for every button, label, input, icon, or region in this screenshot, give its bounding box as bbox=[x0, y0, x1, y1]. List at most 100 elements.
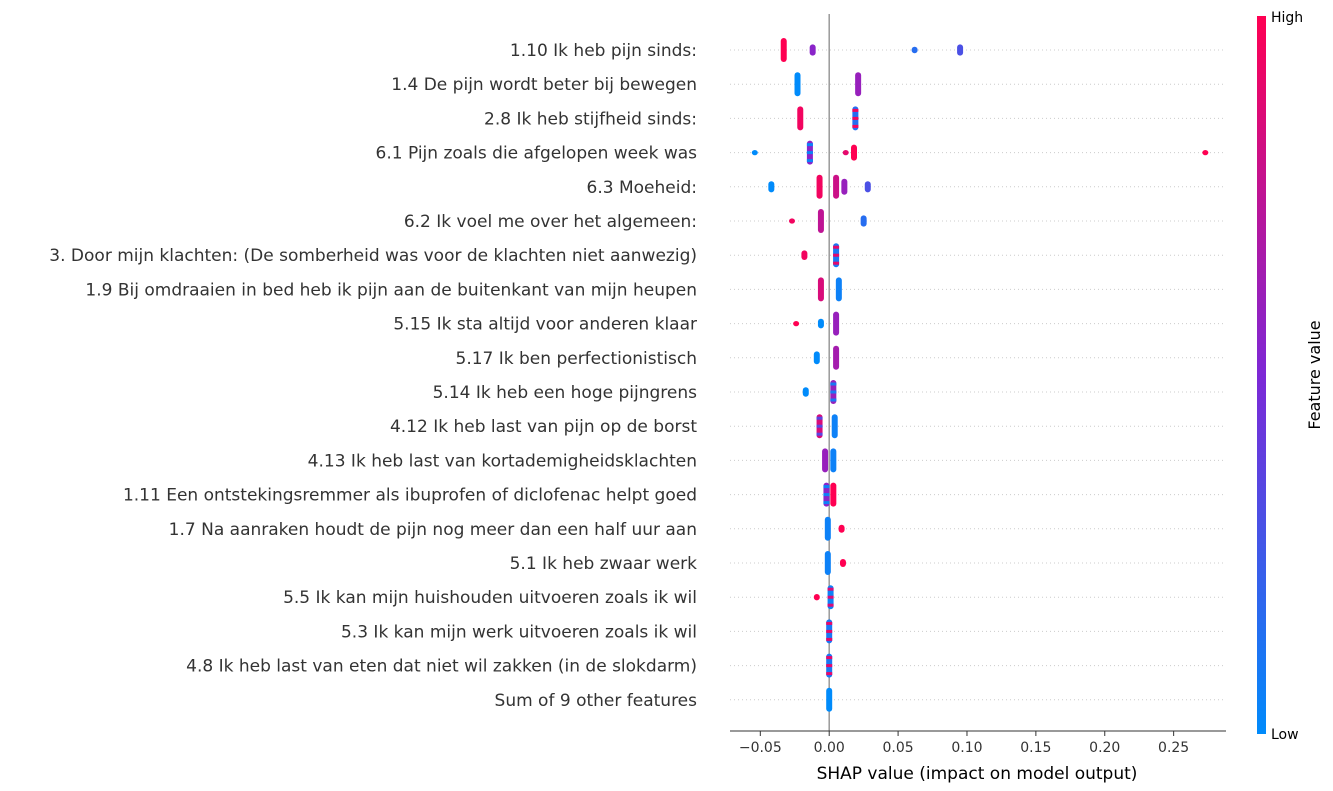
shap-dot bbox=[780, 38, 787, 62]
shap-dot bbox=[827, 603, 834, 607]
feature-label: 1.9 Bij omdraaien in bed heb ik pijn aan… bbox=[85, 280, 697, 300]
feature-label: 5.17 Ik ben perfectionistisch bbox=[456, 349, 698, 369]
shap-dot bbox=[768, 181, 775, 193]
shap-dot bbox=[833, 345, 840, 370]
feature-label: 5.5 Ik kan mijn huishouden uitvoeren zoa… bbox=[283, 588, 697, 608]
x-axis: −0.05 0.00 0.05 0.10 0.15 0.20 0.25 SHAP value… bbox=[730, 730, 1226, 784]
shap-dot bbox=[833, 261, 840, 265]
shap-dot bbox=[957, 44, 964, 56]
feature-label: 5.14 Ik heb een hoge pijngrens bbox=[433, 383, 698, 403]
feature-labels: 1.10 Ik heb pijn sinds: 1.4 De pijn wordt… bbox=[49, 41, 697, 711]
x-tick-label: 0.15 bbox=[1020, 740, 1051, 756]
x-tick-label: 0.10 bbox=[951, 740, 982, 756]
colorbar: High Low Feature value bbox=[1257, 10, 1324, 743]
feature-label: 1.11 Een ontstekingsremmer als ibuprofen… bbox=[123, 486, 697, 506]
shap-dot bbox=[801, 250, 808, 260]
x-tick-label: 0.20 bbox=[1089, 740, 1120, 756]
shap-dot bbox=[831, 414, 838, 439]
shap-dot bbox=[911, 46, 918, 54]
shap-dot bbox=[793, 321, 800, 327]
shap-dot bbox=[833, 245, 840, 249]
shap-dot bbox=[802, 387, 809, 397]
shap-dot bbox=[830, 398, 837, 402]
shap-dot bbox=[806, 143, 813, 147]
feature-label: 6.2 Ik voel me over het algemeen: bbox=[404, 212, 697, 232]
shap-dot bbox=[824, 551, 831, 575]
shap-dot bbox=[817, 277, 824, 302]
shap-dot bbox=[833, 253, 840, 257]
shap-dot bbox=[852, 124, 859, 128]
shap-dot bbox=[830, 448, 837, 473]
feature-label: 6.3 Moeheid: bbox=[587, 178, 697, 198]
shap-dot bbox=[827, 587, 834, 591]
x-tick-label: 0.25 bbox=[1158, 740, 1189, 756]
shap-dot bbox=[823, 501, 830, 505]
colorbar-title: Feature value bbox=[1305, 320, 1324, 429]
shap-dot bbox=[826, 621, 833, 625]
feature-label: 4.8 Ik heb last van eten dat niet wil za… bbox=[186, 657, 697, 677]
x-ticks: −0.05 0.00 0.05 0.10 0.15 0.20 0.25 bbox=[739, 731, 1189, 756]
feature-label: 4.13 Ik heb last van kortademigheidsklac… bbox=[308, 451, 697, 471]
shap-dot bbox=[751, 150, 758, 156]
feature-label: 6.1 Pijn zoals die afgelopen week was bbox=[376, 144, 698, 164]
shap-dot bbox=[822, 448, 829, 473]
shap-dot bbox=[864, 181, 871, 193]
shap-dot bbox=[841, 178, 848, 195]
feature-label: 5.15 Ik sta altijd voor anderen klaar bbox=[393, 315, 697, 335]
shap-dot bbox=[816, 174, 823, 199]
shap-dot bbox=[830, 482, 837, 507]
shap-dot bbox=[860, 215, 867, 227]
feature-label: Sum of 9 other features bbox=[495, 691, 698, 711]
shap-dot bbox=[809, 44, 816, 56]
x-tick-label: 0.00 bbox=[814, 740, 845, 756]
x-tick-label: −0.05 bbox=[739, 740, 782, 756]
shap-dot bbox=[813, 351, 820, 365]
shap-dot bbox=[824, 516, 831, 541]
feature-label: 1.7 Na aanraken houdt de pijn nog meer d… bbox=[169, 520, 697, 540]
shap-dot bbox=[794, 72, 801, 97]
shap-dot bbox=[833, 174, 840, 199]
shap-dot bbox=[806, 151, 813, 155]
feature-label: 5.1 Ik heb zwaar werk bbox=[510, 554, 698, 574]
feature-label: 5.3 Ik kan mijn werk uitvoeren zoals ik … bbox=[341, 622, 697, 642]
colorbar-low-label: Low bbox=[1271, 727, 1299, 743]
feature-label: 3. Door mijn klachten: (De somberheid wa… bbox=[49, 246, 697, 266]
shap-dot bbox=[789, 218, 795, 224]
shap-dot bbox=[838, 524, 845, 533]
x-axis-title: SHAP value (impact on model output) bbox=[817, 764, 1138, 784]
shap-dot bbox=[813, 594, 820, 601]
shap-dot bbox=[806, 159, 813, 163]
shap-dot bbox=[852, 116, 859, 120]
feature-label: 1.4 De pijn wordt beter bij bewegen bbox=[391, 75, 697, 95]
shap-dot bbox=[797, 106, 804, 131]
shap-dot bbox=[830, 390, 837, 394]
feature-label: 4.12 Ik heb last van pijn op de borst bbox=[390, 417, 697, 437]
shap-dot bbox=[817, 318, 824, 329]
shap-dot bbox=[855, 72, 862, 97]
feature-label: 1.10 Ik heb pijn sinds: bbox=[510, 41, 697, 61]
shap-dot bbox=[826, 664, 833, 668]
shap-dot bbox=[830, 382, 837, 386]
shap-dot bbox=[852, 108, 859, 112]
shap-dot bbox=[816, 432, 823, 436]
shap-dot bbox=[816, 424, 823, 428]
shap-dot bbox=[1202, 150, 1209, 156]
shap-dot bbox=[816, 416, 823, 420]
colorbar-high-label: High bbox=[1271, 10, 1303, 26]
shap-dot bbox=[835, 277, 842, 302]
shap-dot bbox=[817, 209, 824, 233]
shap-dot bbox=[833, 311, 840, 336]
row-guides bbox=[730, 49, 1226, 701]
shap-dot bbox=[827, 595, 834, 599]
colorbar-gradient bbox=[1257, 16, 1266, 734]
x-tick-label: 0.05 bbox=[883, 740, 914, 756]
shap-dot bbox=[851, 144, 857, 161]
shap-dot bbox=[839, 559, 846, 567]
shap-dot bbox=[826, 629, 833, 633]
feature-label: 2.8 Ik heb stijfheid sinds: bbox=[484, 109, 697, 129]
dots bbox=[751, 38, 1209, 712]
shap-dot bbox=[826, 672, 833, 676]
shap-dot bbox=[826, 687, 833, 712]
shap-dot bbox=[823, 493, 830, 497]
